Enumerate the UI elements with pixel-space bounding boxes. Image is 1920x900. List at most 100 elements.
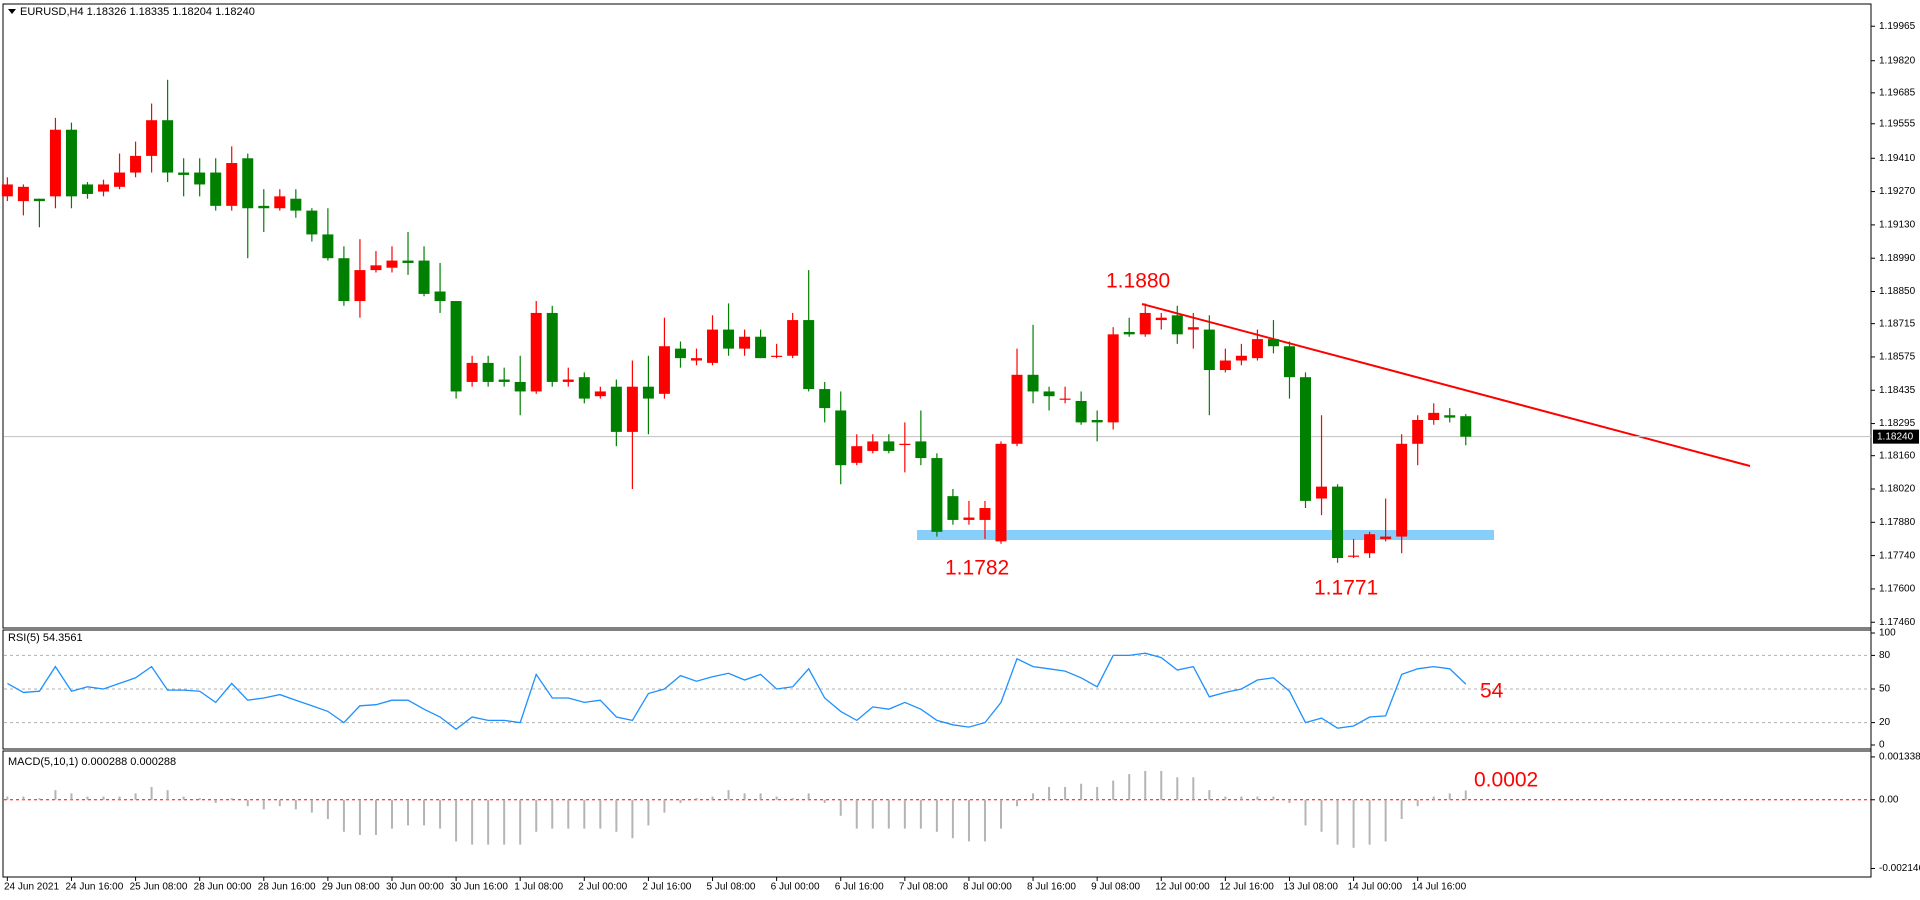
candle-body (1027, 374, 1039, 392)
candle-body (1155, 317, 1167, 321)
candle-body (1, 184, 13, 197)
macd-bar (775, 796, 778, 800)
rsi-title: RSI(5) 54.3561 (8, 632, 83, 644)
macd-bar (1256, 796, 1259, 800)
candle-body (258, 205, 270, 209)
candle-body (1444, 415, 1456, 418)
x-tick-label: 25 Jun 08:00 (130, 882, 188, 893)
y-tick-label: 1.18715 (1879, 318, 1916, 329)
y-tick-label: 1.19820 (1879, 55, 1916, 66)
candle-body (851, 446, 863, 463)
support-zone (917, 530, 1494, 540)
macd-bar (246, 799, 249, 807)
candle-body (739, 336, 751, 349)
candle-body (931, 458, 943, 532)
macd-bar (1160, 770, 1163, 800)
candle-body (242, 158, 254, 209)
x-tick-label: 14 Jul 00:00 (1348, 882, 1403, 893)
candle-body (642, 386, 654, 399)
y-tick-label: 1.19410 (1879, 153, 1916, 164)
macd-bar (1144, 770, 1147, 800)
macd-bar (1272, 796, 1275, 800)
candle-body (674, 348, 686, 359)
candle-body (33, 198, 45, 202)
x-tick-label: 29 Jun 08:00 (322, 882, 380, 893)
candle-body (995, 443, 1007, 542)
macd-bar (358, 799, 361, 835)
candle-body (690, 358, 702, 361)
x-tick-label: 8 Jul 00:00 (963, 882, 1012, 893)
candle-body (1460, 416, 1472, 437)
candle-body (578, 377, 590, 399)
y-tick-label: 1.18575 (1879, 352, 1916, 363)
y-tick-label: 1.19685 (1879, 87, 1916, 98)
candle-body (1075, 400, 1087, 423)
macd-bar (1368, 799, 1371, 845)
macd-bar (903, 799, 906, 829)
x-tick-label: 13 Jul 08:00 (1283, 882, 1338, 893)
x-tick-label: 12 Jul 00:00 (1155, 882, 1210, 893)
x-tick-label: 2 Jul 00:00 (578, 882, 627, 893)
y-tick-label: 1.18850 (1879, 286, 1916, 297)
y-tick-label: 1.19130 (1879, 220, 1916, 231)
macd-bar (1064, 786, 1067, 800)
macd-bar (390, 799, 393, 829)
macd-bar (150, 786, 153, 800)
candle-body (322, 234, 334, 259)
candle-body (1251, 339, 1263, 359)
macd-bar (262, 799, 265, 810)
macd-bar (1016, 799, 1019, 807)
y-tick-label: 0.00 (1879, 794, 1899, 805)
macd-bar (935, 799, 938, 832)
x-tick-label: 30 Jun 00:00 (386, 882, 444, 893)
y-tick-label: 1.17600 (1879, 584, 1916, 595)
x-tick-label: 30 Jun 16:00 (450, 882, 508, 893)
candle-body (1380, 536, 1392, 539)
y-tick-label: 0 (1879, 740, 1885, 751)
annotation: 1.1771 (1314, 577, 1378, 600)
x-tick-label: 5 Jul 08:00 (707, 882, 756, 893)
macd-bar (278, 799, 281, 807)
y-tick-label: 1.18990 (1879, 253, 1916, 264)
macd-bar (326, 799, 329, 819)
macd-bar (1336, 799, 1339, 845)
y-tick-label: 0.001338 (1879, 752, 1920, 763)
x-tick-label: 24 Jun 16:00 (65, 882, 123, 893)
macd-bar (983, 799, 986, 842)
y-tick-label: 1.17460 (1879, 617, 1916, 628)
macd-bar (1096, 786, 1099, 800)
y-tick-label: 1.19270 (1879, 186, 1916, 197)
macd-bar (182, 796, 185, 800)
candle-body (514, 381, 526, 392)
macd-bar (1320, 799, 1323, 832)
candle-body (274, 196, 286, 209)
candle-body (1396, 443, 1408, 537)
candle-body (707, 329, 719, 363)
macd-bar (951, 799, 954, 839)
macd-bar (999, 799, 1002, 829)
candle-body (1187, 327, 1199, 330)
macd-bar (871, 799, 874, 829)
rsi-line (7, 652, 1467, 731)
macd-bar (214, 799, 217, 803)
macd-bar (519, 799, 522, 845)
candle-body (1332, 486, 1344, 558)
candle-body (482, 362, 494, 382)
y-tick-label: 1.17740 (1879, 550, 1916, 561)
candle-body (787, 320, 799, 356)
macd-bar (1352, 799, 1355, 848)
x-tick-label: 1 Jul 08:00 (514, 882, 563, 893)
macd-bar (54, 790, 57, 800)
menu-arrow[interactable] (8, 9, 16, 14)
candle-body (835, 410, 847, 466)
y-tick-label: 100 (1879, 628, 1896, 639)
macd-bar (1400, 799, 1403, 819)
macd-bar (1416, 799, 1419, 807)
macd-bar (86, 796, 89, 800)
macd-bar (567, 799, 570, 829)
annotation: 1.1782 (945, 557, 1009, 580)
candle-body (498, 379, 510, 382)
macd-bar (583, 799, 586, 829)
y-tick-label: 50 (1879, 684, 1891, 695)
